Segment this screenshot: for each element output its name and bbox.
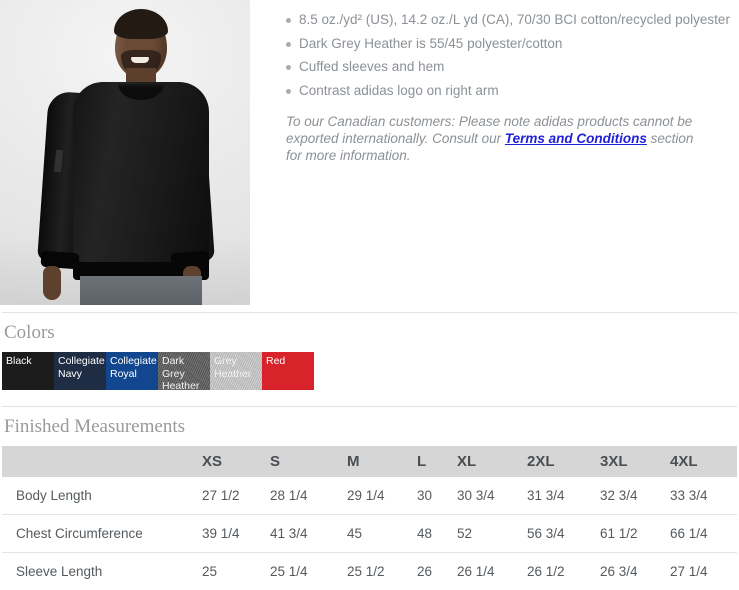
terms-and-conditions-link[interactable]: Terms and Conditions bbox=[505, 131, 647, 146]
cell-value: 41 3/4 bbox=[270, 515, 347, 553]
color-swatch-black[interactable]: Black bbox=[2, 352, 54, 390]
cell-value: 66 1/4 bbox=[670, 515, 737, 553]
column-header-xs: XS bbox=[202, 446, 270, 477]
finished-measurements-table: XS S M L XL 2XL 3XL 4XL Body Length 27 1… bbox=[2, 446, 737, 590]
cell-value: 25 bbox=[202, 553, 270, 590]
cell-value: 29 1/4 bbox=[347, 477, 417, 515]
colors-heading: Colors bbox=[0, 313, 739, 352]
color-swatch-label: Black bbox=[6, 355, 52, 368]
cell-value: 33 3/4 bbox=[670, 477, 737, 515]
cell-value: 30 bbox=[417, 477, 457, 515]
feature-bullet-list: 8.5 oz./yd² (US), 14.2 oz./L yd (CA), 70… bbox=[270, 12, 731, 99]
product-photo[interactable] bbox=[0, 0, 250, 305]
cell-value: 56 3/4 bbox=[527, 515, 600, 553]
cell-value: 26 1/2 bbox=[527, 553, 600, 590]
color-swatch-red[interactable]: Red bbox=[262, 352, 314, 390]
product-features: 8.5 oz./yd² (US), 14.2 oz./L yd (CA), 70… bbox=[250, 0, 739, 164]
model-smile bbox=[131, 57, 149, 63]
cell-value: 25 1/2 bbox=[347, 553, 417, 590]
cell-value: 48 bbox=[417, 515, 457, 553]
column-header-4xl: 4XL bbox=[670, 446, 737, 477]
cell-value: 52 bbox=[457, 515, 527, 553]
table-body: Body Length 27 1/2 28 1/4 29 1/4 30 30 3… bbox=[2, 477, 737, 590]
cell-value: 26 bbox=[417, 553, 457, 590]
color-swatch-row: Black Collegiate Navy Collegiate Royal D… bbox=[2, 352, 739, 390]
column-header-3xl: 3XL bbox=[600, 446, 670, 477]
table-row: Sleeve Length 25 25 1/4 25 1/2 26 26 1/4… bbox=[2, 553, 737, 590]
color-swatch-grey-heather[interactable]: Grey Heather bbox=[210, 352, 262, 390]
column-header-2xl: 2XL bbox=[527, 446, 600, 477]
cell-value: 28 1/4 bbox=[270, 477, 347, 515]
color-swatch-label: Collegiate Navy bbox=[58, 355, 104, 380]
feature-item: Contrast adidas logo on right arm bbox=[286, 83, 731, 100]
cell-value: 31 3/4 bbox=[527, 477, 600, 515]
color-swatch-label: Dark Grey Heather bbox=[162, 355, 208, 390]
table-row: Body Length 27 1/2 28 1/4 29 1/4 30 30 3… bbox=[2, 477, 737, 515]
model-left-hand bbox=[43, 266, 61, 300]
row-label: Chest Circumference bbox=[2, 515, 202, 553]
color-swatch-label: Grey Heather bbox=[214, 355, 260, 380]
product-overview: 8.5 oz./yd² (US), 14.2 oz./L yd (CA), 70… bbox=[0, 0, 739, 312]
column-header-m: M bbox=[347, 446, 417, 477]
sweatshirt-body bbox=[73, 82, 209, 277]
model-pants bbox=[80, 276, 202, 305]
row-label: Body Length bbox=[2, 477, 202, 515]
cell-value: 27 1/4 bbox=[670, 553, 737, 590]
canadian-customers-note: To our Canadian customers: Please note a… bbox=[286, 113, 706, 164]
color-swatch-collegiate-royal[interactable]: Collegiate Royal bbox=[106, 352, 158, 390]
column-header-l: L bbox=[417, 446, 457, 477]
cell-value: 45 bbox=[347, 515, 417, 553]
color-swatch-label: Collegiate Royal bbox=[110, 355, 156, 380]
table-header: XS S M L XL 2XL 3XL 4XL bbox=[2, 446, 737, 477]
feature-item: 8.5 oz./yd² (US), 14.2 oz./L yd (CA), 70… bbox=[286, 12, 731, 29]
cell-value: 32 3/4 bbox=[600, 477, 670, 515]
cell-value: 26 1/4 bbox=[457, 553, 527, 590]
column-header-s: S bbox=[270, 446, 347, 477]
cell-value: 25 1/4 bbox=[270, 553, 347, 590]
feature-item: Dark Grey Heather is 55/45 polyester/cot… bbox=[286, 36, 731, 53]
measurements-heading: Finished Measurements bbox=[0, 407, 739, 446]
cell-value: 27 1/2 bbox=[202, 477, 270, 515]
cell-value: 61 1/2 bbox=[600, 515, 670, 553]
cell-value: 30 3/4 bbox=[457, 477, 527, 515]
column-header-measurement bbox=[2, 446, 202, 477]
cell-value: 26 3/4 bbox=[600, 553, 670, 590]
feature-item: Cuffed sleeves and hem bbox=[286, 59, 731, 76]
cell-value: 39 1/4 bbox=[202, 515, 270, 553]
color-swatch-label: Red bbox=[266, 355, 312, 368]
column-header-xl: XL bbox=[457, 446, 527, 477]
row-label: Sleeve Length bbox=[2, 553, 202, 590]
color-swatch-collegiate-navy[interactable]: Collegiate Navy bbox=[54, 352, 106, 390]
table-row: Chest Circumference 39 1/4 41 3/4 45 48 … bbox=[2, 515, 737, 553]
table-header-row: XS S M L XL 2XL 3XL 4XL bbox=[2, 446, 737, 477]
color-swatch-dark-grey-heather[interactable]: Dark Grey Heather bbox=[158, 352, 210, 390]
